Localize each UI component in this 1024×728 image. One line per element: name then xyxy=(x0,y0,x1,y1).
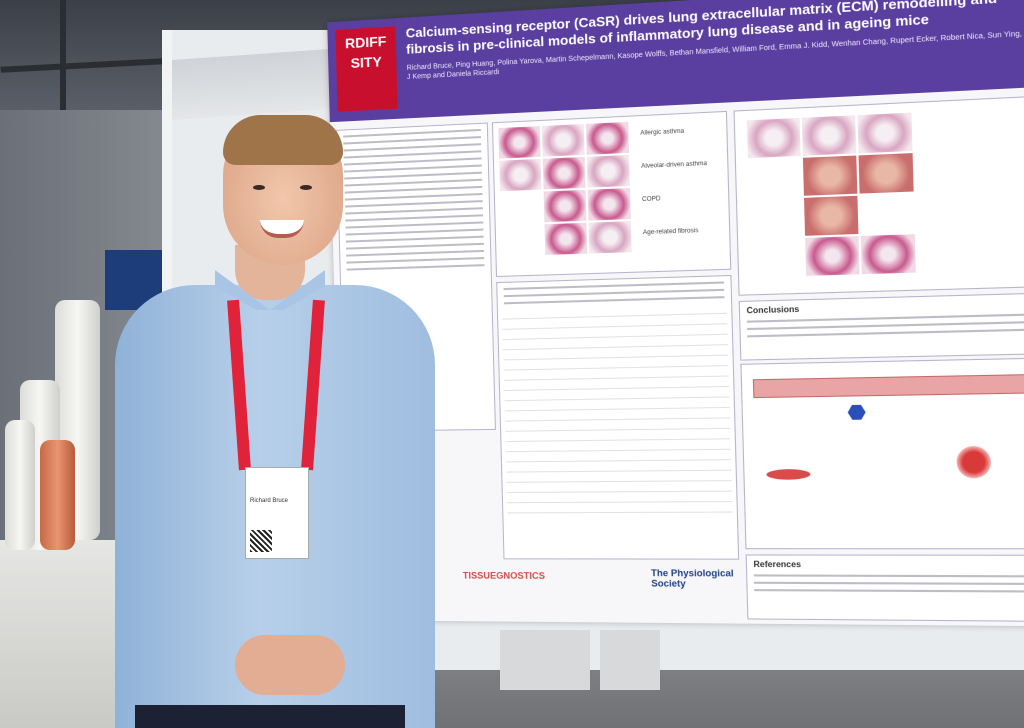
histology-image xyxy=(541,155,587,191)
sponsor-logo-tissuegnostics: TISSUEGNOSTICS xyxy=(462,570,546,581)
cell-icon xyxy=(956,445,992,479)
results-table-panel xyxy=(496,274,740,560)
smile xyxy=(260,220,304,238)
histology-image xyxy=(543,221,589,257)
conference-badge: Richard Bruce xyxy=(245,467,309,559)
eye xyxy=(253,185,265,190)
poster-roll xyxy=(5,420,35,550)
panel-label: COPD xyxy=(641,196,661,204)
board-stand xyxy=(500,630,590,690)
histology-image xyxy=(803,234,861,277)
references-heading: References xyxy=(753,559,802,570)
histology-image xyxy=(497,125,542,160)
conclusions-panel: Conclusions xyxy=(738,292,1024,361)
histology-image xyxy=(542,188,588,224)
board-stand xyxy=(600,630,660,690)
conclusions-heading: Conclusions xyxy=(746,304,800,316)
histology-image xyxy=(801,154,859,197)
clasped-hands xyxy=(235,635,345,695)
badge-name: Richard Bruce xyxy=(250,498,289,504)
panel-label: Allergic asthma xyxy=(640,128,685,137)
casr-hexagon-icon xyxy=(848,405,866,420)
histology-image xyxy=(498,157,543,193)
histology-image xyxy=(584,120,631,156)
histology-image xyxy=(586,186,632,222)
presenter: Richard Bruce xyxy=(95,115,455,728)
smooth-muscle-cell-icon xyxy=(766,468,811,480)
histology-panel-left: Allergic asthma Alveolar-driven asthma C… xyxy=(491,110,732,278)
histology-image xyxy=(800,114,858,157)
panel-label: Age-related fibrosis xyxy=(642,228,699,237)
panel-label: Alveolar-driven asthma xyxy=(641,160,708,170)
poster-roll xyxy=(40,440,75,550)
references-panel: References xyxy=(745,554,1024,623)
histology-image xyxy=(585,153,632,189)
histology-image xyxy=(802,194,860,237)
ceiling-truss xyxy=(60,0,66,120)
airway-epithelium-diagram xyxy=(752,373,1024,399)
badge-qr-code xyxy=(250,530,272,552)
university-logo: RDIFF SITY xyxy=(335,26,398,112)
sponsor-logo-physiological-society: The Physiological Society xyxy=(650,567,734,589)
histology-image xyxy=(859,233,918,276)
histology-image xyxy=(856,111,914,155)
histology-image xyxy=(745,116,802,160)
eye xyxy=(300,185,312,190)
pathway-diagram-panel xyxy=(740,357,1024,550)
histology-image xyxy=(540,122,586,158)
trousers xyxy=(135,705,405,728)
histology-image xyxy=(587,220,633,255)
histology-panel-right xyxy=(733,95,1024,296)
hair xyxy=(223,115,343,165)
histology-image xyxy=(857,151,915,195)
